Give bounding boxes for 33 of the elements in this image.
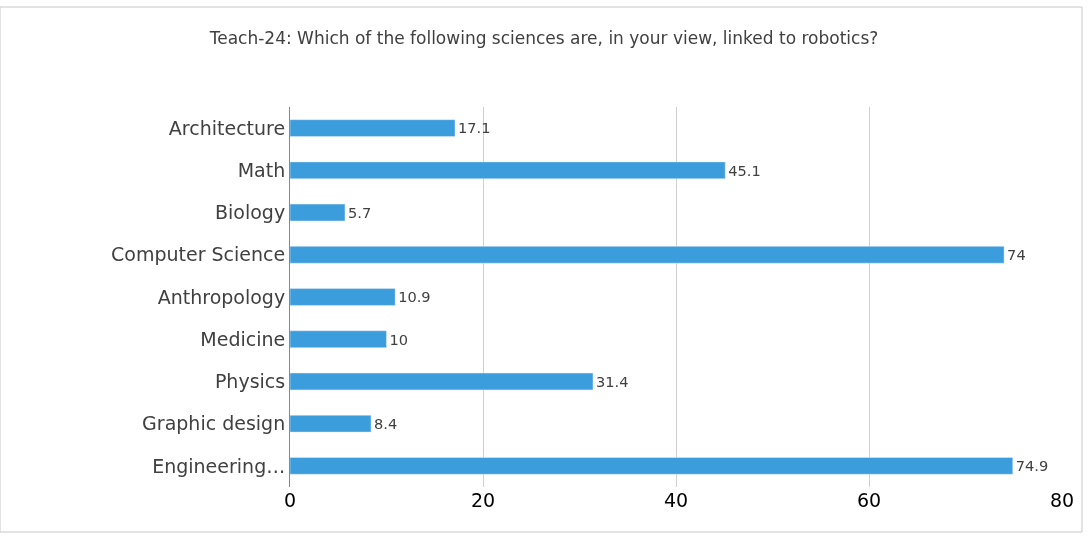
y-tick-label: Biology [215,201,286,224]
bar [290,288,396,306]
y-tick-label: Math [237,158,286,181]
data-label: 10.9 [398,288,431,306]
bar [290,414,372,433]
y-tick-label: Engineering… [152,454,286,477]
x-tick-label: 80 [1049,489,1075,511]
bar [290,330,387,348]
data-label: 17.1 [458,119,491,137]
y-tick-label: Computer Science [111,243,286,266]
y-tick-label: Graphic design [142,412,286,435]
x-tick-label: 20 [470,489,496,511]
data-label: 74 [1007,246,1026,264]
bar [290,203,346,222]
bar [290,119,456,137]
data-label: 31.4 [596,372,629,390]
x-tick-label: 60 [856,489,882,511]
chart-title: Teach-24: Which of the following sciences are, in your view, linked to robotics? [208,27,879,48]
data-label: 10 [389,330,409,348]
bar [290,246,1005,264]
y-tick-label: Medicine [200,327,286,350]
data-label: 45.1 [728,161,761,179]
x-tick-label: 40 [663,489,689,511]
bar [290,372,594,391]
x-tick-label: 0 [283,489,297,511]
bar [290,161,726,180]
y-tick-label: Anthropology [157,285,286,308]
bar [290,457,1014,475]
data-label: 74.9 [1015,457,1049,475]
data-label: 8.4 [374,415,398,433]
y-tick-label: Physics [214,370,286,393]
y-tick-label: Architecture [168,116,286,139]
data-label: 5.7 [348,203,372,221]
